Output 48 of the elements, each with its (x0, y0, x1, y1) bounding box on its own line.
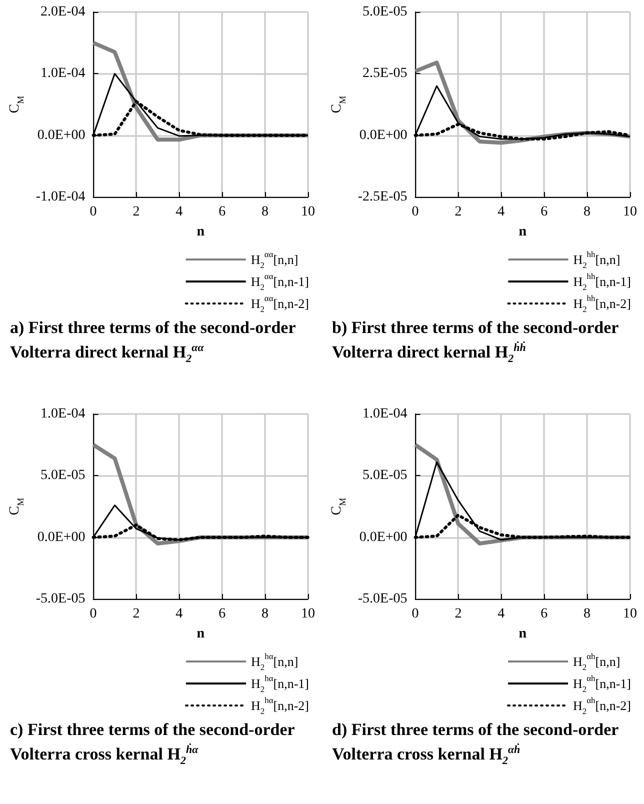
x-tick-label: 4 (176, 606, 183, 622)
y-tick-label: 5.0E-05 (362, 4, 408, 20)
x-tick-label: 2 (132, 606, 140, 622)
x-axis-title: n (518, 626, 527, 642)
y-tick-label: 1.0E-04 (362, 406, 408, 422)
x-tick-label: 0 (412, 606, 419, 622)
x-axis-title: n (196, 224, 205, 240)
x-tick-label: 8 (584, 204, 591, 220)
y-tick-label: 2.0E-04 (40, 4, 86, 20)
y-axis-title: CM (330, 96, 348, 114)
x-tick-label: 6 (540, 606, 548, 622)
x-axis-title: n (518, 224, 527, 240)
x-tick-label: 2 (132, 204, 140, 220)
x-tick-label: 4 (176, 204, 183, 220)
x-tick-label: 10 (623, 606, 637, 622)
x-tick-label: 8 (262, 606, 269, 622)
x-tick-label: 8 (262, 204, 269, 220)
y-axis-title: CM (8, 96, 26, 114)
x-tick-label: 6 (218, 606, 226, 622)
x-tick-label: 6 (540, 204, 548, 220)
y-axis-title: CM (8, 498, 26, 516)
x-tick-label: 2 (454, 606, 462, 622)
y-tick-label: -1.0E-04 (36, 190, 86, 204)
y-tick-label: 0.0E+00 (359, 128, 408, 143)
y-tick-label: 0.0E+00 (37, 128, 86, 143)
y-tick-label: -5.0E-05 (358, 592, 408, 606)
x-tick-label: 10 (301, 204, 315, 220)
y-tick-label: 0.0E+00 (37, 530, 86, 545)
x-axis-title: n (196, 626, 205, 642)
x-tick-label: 0 (90, 204, 97, 220)
x-tick-label: 10 (301, 606, 315, 622)
x-tick-label: 10 (623, 204, 637, 220)
x-tick-label: 4 (498, 606, 505, 622)
y-tick-label: 2.5E-05 (362, 66, 408, 82)
x-tick-label: 0 (412, 204, 419, 220)
x-tick-label: 8 (584, 606, 591, 622)
y-tick-label: 0.0E+00 (359, 530, 408, 545)
y-axis-title: CM (330, 498, 348, 516)
y-tick-label: 5.0E-05 (40, 468, 86, 484)
x-tick-label: 0 (90, 606, 97, 622)
y-tick-label: 1.0E-04 (40, 66, 86, 82)
y-tick-label: 5.0E-05 (362, 468, 408, 484)
x-tick-label: 6 (218, 204, 226, 220)
x-tick-label: 2 (454, 204, 462, 220)
y-tick-label: -2.5E-05 (358, 190, 408, 204)
y-tick-label: -5.0E-05 (36, 592, 86, 606)
y-tick-label: 1.0E-04 (40, 406, 86, 422)
x-tick-label: 4 (498, 204, 505, 220)
